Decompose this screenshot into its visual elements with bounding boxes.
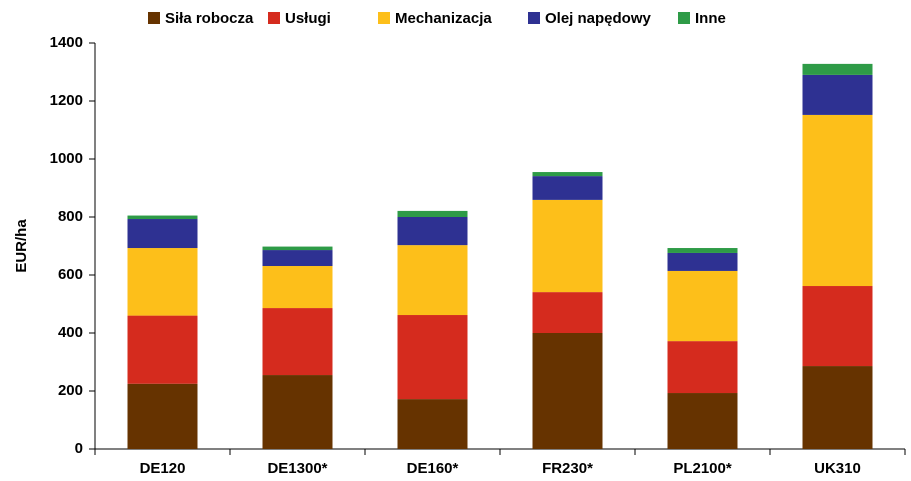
bar-segment: [262, 308, 333, 376]
bar-segment: [262, 246, 333, 251]
bar-segment: [532, 176, 603, 200]
legend-swatch: [268, 12, 280, 24]
bar-segment: [532, 292, 603, 333]
bar-segment: [397, 210, 468, 217]
y-tick-label: 200: [58, 382, 83, 399]
bar-segment: [667, 252, 738, 271]
legend-label: Inne: [695, 10, 726, 27]
bar-segment: [262, 375, 333, 449]
bar-segment: [127, 219, 198, 249]
y-tick-label: 400: [58, 324, 83, 341]
x-tick-label: DE160*: [407, 460, 459, 477]
y-tick-label: 1400: [50, 34, 83, 51]
bar-segment: [127, 383, 198, 449]
y-axis-label: EUR/ha: [13, 219, 30, 273]
bar-segment: [127, 215, 198, 220]
bar-segment: [397, 399, 468, 449]
bar-segment: [532, 199, 603, 293]
bar-segment: [397, 245, 468, 316]
bar-segment: [802, 366, 873, 449]
legend-label: Mechanizacja: [395, 10, 492, 27]
bar-segment: [127, 315, 198, 384]
bar-segment: [532, 172, 603, 177]
bar-segment: [667, 341, 738, 394]
legend-swatch: [528, 12, 540, 24]
legend-swatch: [678, 12, 690, 24]
bar-segment: [397, 315, 468, 400]
bar-segment: [667, 248, 738, 253]
x-tick-label: FR230*: [542, 460, 593, 477]
legend-label: Siła robocza: [165, 10, 254, 27]
bar-segment: [667, 270, 738, 342]
y-tick-label: 800: [58, 208, 83, 225]
legend-label: Usługi: [285, 10, 331, 27]
bar-segment: [667, 393, 738, 449]
x-tick-label: PL2100*: [673, 460, 732, 477]
x-tick-label: DE1300*: [267, 460, 327, 477]
legend-swatch: [148, 12, 160, 24]
bar-segment: [397, 217, 468, 246]
bar-segment: [262, 250, 333, 267]
y-tick-label: 600: [58, 266, 83, 283]
legend-label: Olej napędowy: [545, 10, 652, 27]
bar-segment: [802, 114, 873, 287]
bar-segment: [532, 333, 603, 449]
y-tick-label: 0: [75, 440, 83, 457]
bar-segment: [802, 286, 873, 367]
y-tick-label: 1200: [50, 92, 83, 109]
bar-segment: [127, 248, 198, 316]
bar-segment: [262, 266, 333, 309]
bar-segment: [802, 74, 873, 115]
bar-segment: [802, 63, 873, 75]
legend-swatch: [378, 12, 390, 24]
y-tick-label: 1000: [50, 150, 83, 167]
x-tick-label: UK310: [814, 460, 861, 477]
x-tick-label: DE120: [140, 460, 186, 477]
